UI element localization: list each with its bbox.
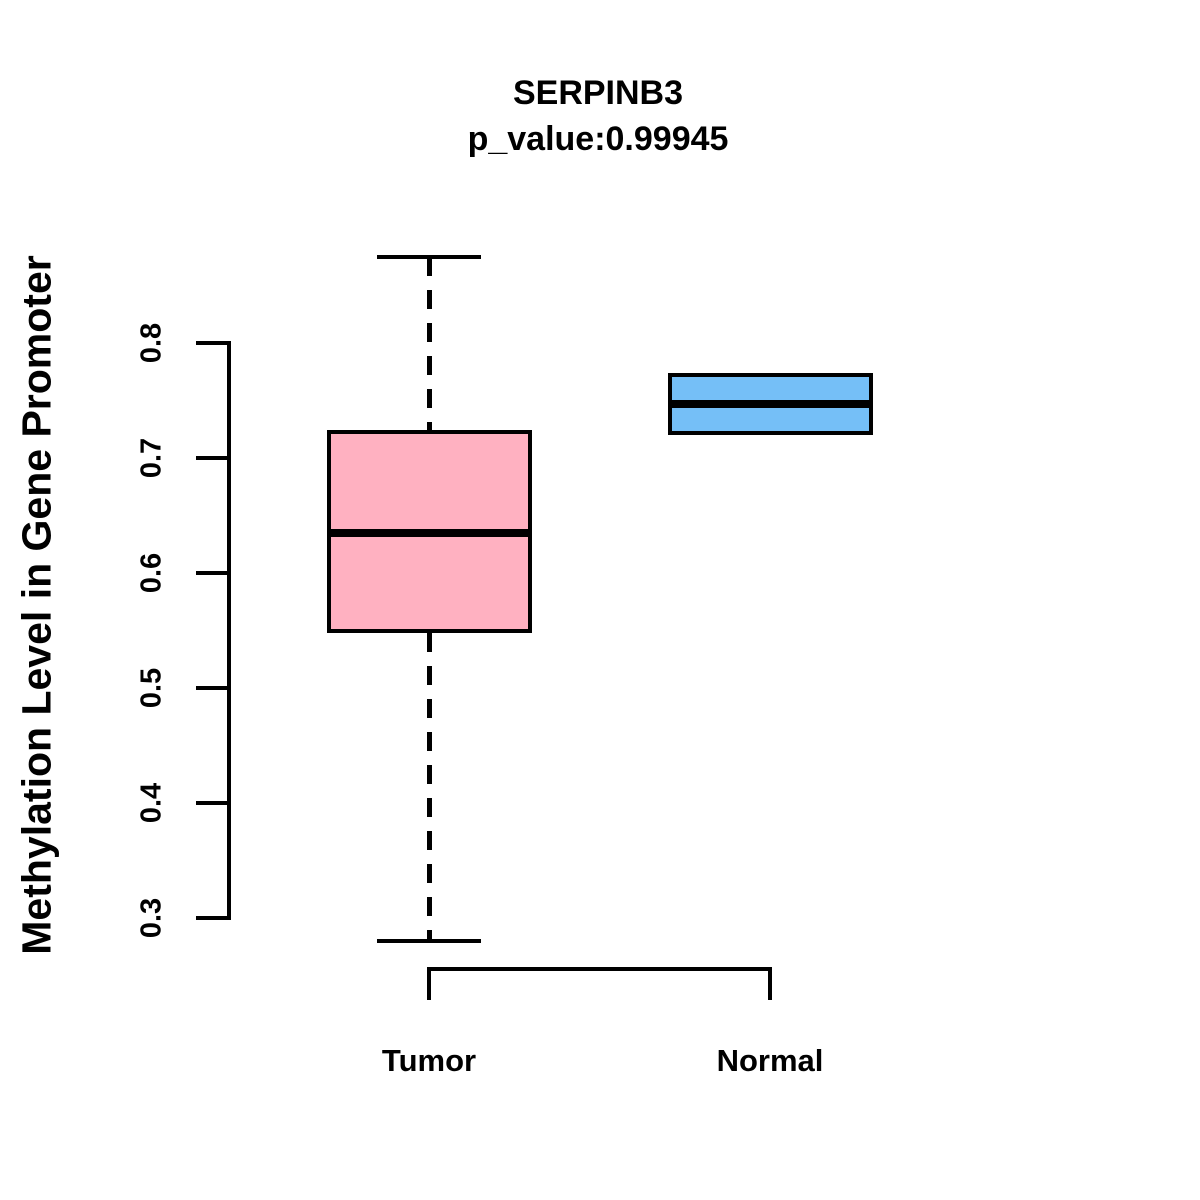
y-axis-line [227,341,231,920]
chart-title-block: SERPINB3 p_value:0.99945 [468,70,729,162]
whisker-cap-upper-tumor [377,254,481,259]
chart-title: SERPINB3 [512,74,684,112]
y-tick [196,341,227,345]
chart-subtitle: p_value:0.99945 [467,120,729,158]
y-tick-label: 0.8 [135,322,168,364]
y-tick [196,801,227,805]
median-line-tumor [326,528,532,537]
median-line-normal [667,399,873,408]
x-axis-tick-tumor [427,967,431,1000]
whisker-lower-tumor [426,632,432,941]
y-tick [196,571,227,575]
x-category-label-normal: Normal [716,1043,824,1078]
y-tick-label: 0.3 [135,897,168,939]
y-tick [196,686,227,690]
x-axis-line [427,967,772,971]
y-tick-label: 0.5 [135,667,168,709]
y-tick-label: 0.6 [135,552,168,594]
whisker-upper-tumor [426,256,432,431]
y-tick [196,456,227,460]
y-tick-label: 0.7 [135,437,168,479]
y-tick [196,916,227,920]
whisker-cap-lower-tumor [377,939,481,943]
x-axis-tick-normal [768,967,772,1000]
y-tick-label: 0.4 [135,782,168,824]
x-category-label-tumor: Tumor [381,1043,477,1078]
